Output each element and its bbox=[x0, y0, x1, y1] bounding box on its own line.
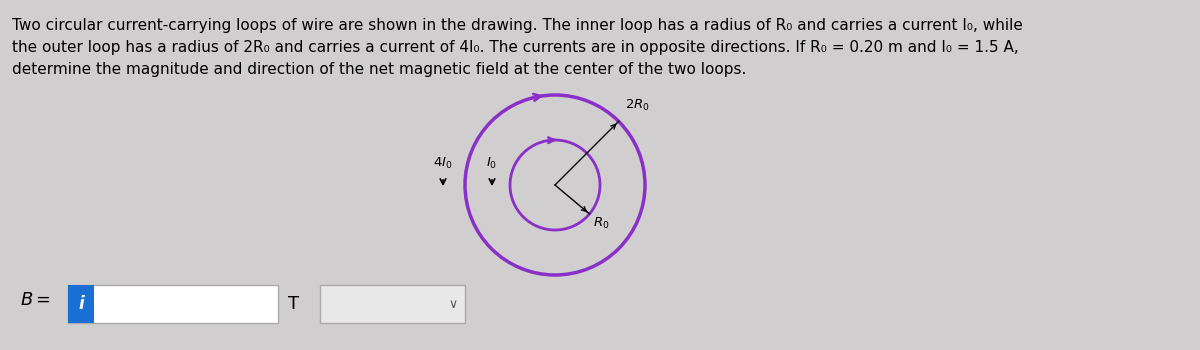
Text: $R_0$: $R_0$ bbox=[594, 216, 610, 231]
Text: $2R_0$: $2R_0$ bbox=[625, 98, 649, 113]
Text: Two circular current-carrying loops of wire are shown in the drawing. The inner : Two circular current-carrying loops of w… bbox=[12, 18, 1022, 33]
Bar bbox=[68, 285, 94, 323]
Text: determine the magnitude and direction of the net magnetic field at the center of: determine the magnitude and direction of… bbox=[12, 62, 746, 77]
Text: $4I_0$: $4I_0$ bbox=[433, 156, 452, 171]
Text: the outer loop has a radius of 2R₀ and carries a current of 4I₀. The currents ar: the outer loop has a radius of 2R₀ and c… bbox=[12, 40, 1019, 55]
Text: $I_0$: $I_0$ bbox=[486, 156, 498, 171]
Bar bbox=[320, 285, 466, 323]
Text: i: i bbox=[78, 295, 84, 313]
Text: ∨: ∨ bbox=[449, 298, 457, 310]
Bar bbox=[68, 285, 278, 323]
Text: T: T bbox=[288, 295, 299, 313]
Text: $B =$: $B =$ bbox=[20, 291, 50, 309]
